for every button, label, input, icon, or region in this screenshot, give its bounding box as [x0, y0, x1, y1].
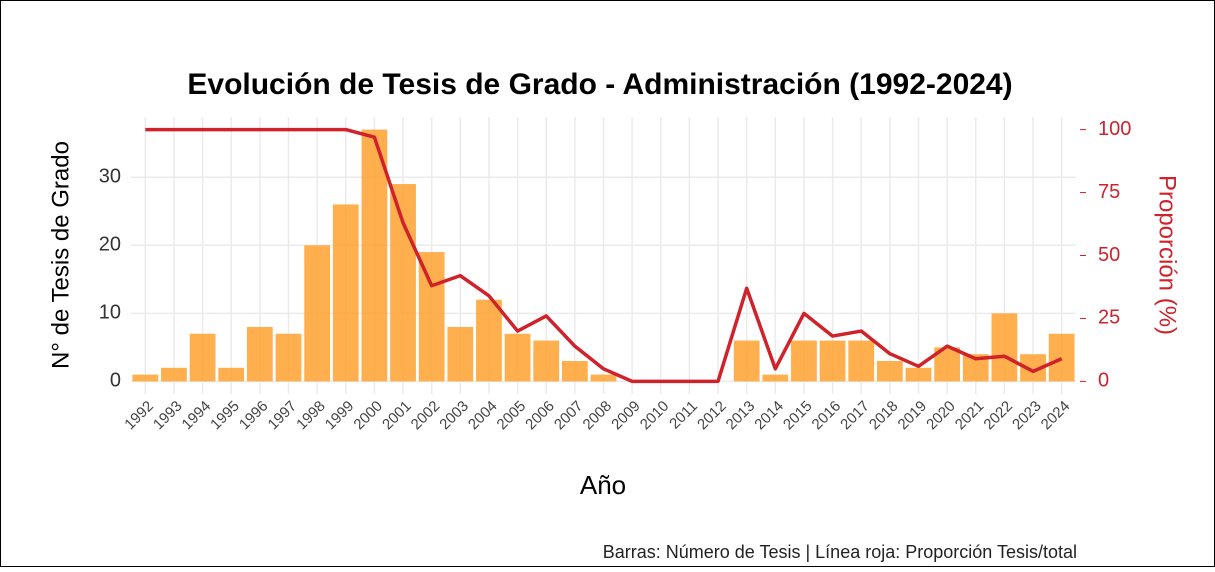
y2-axis-label: Proporción (%) [1154, 175, 1181, 335]
bar [447, 326, 474, 382]
bar [733, 340, 760, 382]
bar [189, 333, 216, 382]
bar [905, 367, 932, 382]
y2-tick-label: 100 [1098, 118, 1131, 140]
bar [418, 252, 445, 382]
y-axis-label: N° de Tesis de Grado [47, 141, 74, 369]
y-tick-label: 30 [99, 166, 121, 188]
bar [848, 340, 875, 382]
bar [590, 374, 617, 382]
bar [246, 326, 273, 382]
bar [991, 313, 1018, 382]
bar [332, 204, 359, 382]
bar [876, 360, 903, 382]
y2-tick-label: 25 [1098, 307, 1120, 329]
y-tick-label: 0 [110, 370, 121, 392]
bar [218, 367, 245, 382]
bar [819, 340, 846, 382]
bar [791, 340, 817, 382]
bar [561, 360, 588, 382]
y-tick-label: 20 [99, 234, 121, 256]
bar [504, 333, 531, 382]
bar [533, 340, 560, 382]
x-axis-label: Año [580, 470, 626, 500]
bar [275, 333, 302, 382]
caption: Barras: Número de Tesis | Línea roja: Pr… [603, 542, 1077, 562]
y2-tick-label: 75 [1098, 181, 1120, 203]
line [145, 127, 1063, 384]
bar [390, 184, 416, 382]
bar [304, 245, 331, 382]
y2-tick-label: 50 [1098, 244, 1120, 266]
bar [762, 374, 789, 382]
bar [476, 299, 502, 382]
bar [132, 374, 159, 382]
bar [161, 367, 187, 382]
y2-tick-label: 0 [1098, 370, 1109, 392]
bar [361, 129, 388, 382]
y-tick-label: 10 [99, 302, 121, 324]
chart-title: Evolución de Tesis de Grado - Administra… [187, 68, 1012, 101]
bar [1048, 333, 1075, 382]
